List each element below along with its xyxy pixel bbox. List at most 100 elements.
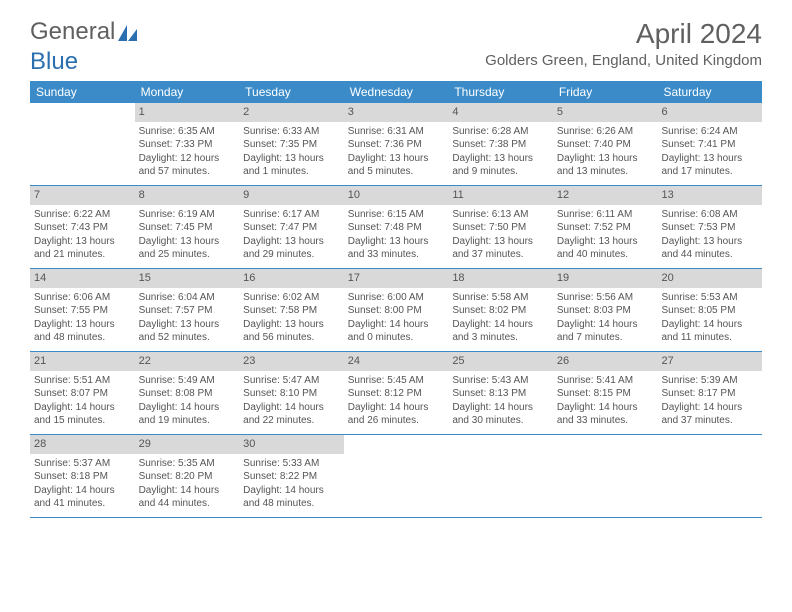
- day-cell: [657, 435, 762, 517]
- daylight-line: Daylight: 14 hours and 37 minutes.: [661, 401, 758, 428]
- day-cell: [30, 103, 135, 185]
- sunset-line: Sunset: 7:33 PM: [139, 138, 236, 152]
- daylight-line: Daylight: 13 hours and 17 minutes.: [661, 152, 758, 179]
- day-cell: 13Sunrise: 6:08 AMSunset: 7:53 PMDayligh…: [657, 186, 762, 268]
- day-header-fri: Friday: [553, 81, 658, 103]
- day-cell: 21Sunrise: 5:51 AMSunset: 8:07 PMDayligh…: [30, 352, 135, 434]
- day-number: 9: [239, 186, 344, 205]
- day-number: 20: [657, 269, 762, 288]
- sunset-line: Sunset: 7:41 PM: [661, 138, 758, 152]
- sunrise-line: Sunrise: 6:33 AM: [243, 125, 340, 139]
- day-cell: 5Sunrise: 6:26 AMSunset: 7:40 PMDaylight…: [553, 103, 658, 185]
- sunrise-line: Sunrise: 5:49 AM: [139, 374, 236, 388]
- day-number: 10: [344, 186, 449, 205]
- day-number: 8: [135, 186, 240, 205]
- day-cell: 6 Sunrise: 6:24 AMSunset: 7:41 PMDaylight…: [657, 103, 762, 185]
- sunset-line: Sunset: 7:57 PM: [139, 304, 236, 318]
- day-cell: 16Sunrise: 6:02 AMSunset: 7:58 PMDayligh…: [239, 269, 344, 351]
- day-cell: 29Sunrise: 5:35 AMSunset: 8:20 PMDayligh…: [135, 435, 240, 517]
- day-number: 12: [553, 186, 658, 205]
- day-cell: 17Sunrise: 6:00 AMSunset: 8:00 PMDayligh…: [344, 269, 449, 351]
- day-cell: 23Sunrise: 5:47 AMSunset: 8:10 PMDayligh…: [239, 352, 344, 434]
- day-number: 14: [30, 269, 135, 288]
- day-cell: [448, 435, 553, 517]
- daylight-line: Daylight: 14 hours and 26 minutes.: [348, 401, 445, 428]
- day-cell: 2Sunrise: 6:33 AMSunset: 7:35 PMDaylight…: [239, 103, 344, 185]
- daylight-line: Daylight: 14 hours and 0 minutes.: [348, 318, 445, 345]
- sunset-line: Sunset: 7:45 PM: [139, 221, 236, 235]
- header: General April 2024 Golders Green, Englan…: [0, 0, 792, 73]
- sunrise-line: Sunrise: 5:53 AM: [661, 291, 758, 305]
- day-cell: 11Sunrise: 6:13 AMSunset: 7:50 PMDayligh…: [448, 186, 553, 268]
- sunrise-line: Sunrise: 6:31 AM: [348, 125, 445, 139]
- day-header-sat: Saturday: [657, 81, 762, 103]
- sunset-line: Sunset: 8:22 PM: [243, 470, 340, 484]
- day-cell: 30Sunrise: 5:33 AMSunset: 8:22 PMDayligh…: [239, 435, 344, 517]
- day-cell: 28 Sunrise: 5:37 AMSunset: 8:18 PMDayligh…: [30, 435, 135, 517]
- day-number: 6: [657, 103, 762, 122]
- sunset-line: Sunset: 7:38 PM: [452, 138, 549, 152]
- daylight-line: Daylight: 13 hours and 1 minutes.: [243, 152, 340, 179]
- daylight-line: Daylight: 13 hours and 44 minutes.: [661, 235, 758, 262]
- sunrise-line: Sunrise: 6:24 AM: [661, 125, 758, 139]
- day-cell: 10Sunrise: 6:15 AMSunset: 7:48 PMDayligh…: [344, 186, 449, 268]
- day-header-thu: Thursday: [448, 81, 553, 103]
- day-number: 11: [448, 186, 553, 205]
- daylight-line: Daylight: 14 hours and 41 minutes.: [34, 484, 131, 511]
- daylight-line: Daylight: 13 hours and 52 minutes.: [139, 318, 236, 345]
- daylight-line: Daylight: 14 hours and 3 minutes.: [452, 318, 549, 345]
- daylight-line: Daylight: 14 hours and 15 minutes.: [34, 401, 131, 428]
- day-cell: 3Sunrise: 6:31 AMSunset: 7:36 PMDaylight…: [344, 103, 449, 185]
- logo-text-2: Blue: [30, 48, 78, 76]
- sunrise-line: Sunrise: 5:35 AM: [139, 457, 236, 471]
- day-cell: [344, 435, 449, 517]
- logo-icon: [117, 21, 139, 43]
- title-block: April 2024 Golders Green, England, Unite…: [485, 18, 762, 69]
- sunset-line: Sunset: 8:18 PM: [34, 470, 131, 484]
- sunset-line: Sunset: 8:02 PM: [452, 304, 549, 318]
- day-cell: 1Sunrise: 6:35 AMSunset: 7:33 PMDaylight…: [135, 103, 240, 185]
- daylight-line: Daylight: 14 hours and 33 minutes.: [557, 401, 654, 428]
- sunrise-line: Sunrise: 6:04 AM: [139, 291, 236, 305]
- daylight-line: Daylight: 14 hours and 22 minutes.: [243, 401, 340, 428]
- day-number: 16: [239, 269, 344, 288]
- sunset-line: Sunset: 7:58 PM: [243, 304, 340, 318]
- sunrise-line: Sunrise: 6:00 AM: [348, 291, 445, 305]
- sunset-line: Sunset: 8:15 PM: [557, 387, 654, 401]
- weeks-container: 1Sunrise: 6:35 AMSunset: 7:33 PMDaylight…: [30, 103, 762, 518]
- daylight-line: Daylight: 13 hours and 56 minutes.: [243, 318, 340, 345]
- sunset-line: Sunset: 7:53 PM: [661, 221, 758, 235]
- sunrise-line: Sunrise: 6:35 AM: [139, 125, 236, 139]
- day-cell: 7Sunrise: 6:22 AMSunset: 7:43 PMDaylight…: [30, 186, 135, 268]
- day-number: 28: [30, 435, 135, 454]
- sunrise-line: Sunrise: 5:39 AM: [661, 374, 758, 388]
- sunrise-line: Sunrise: 5:33 AM: [243, 457, 340, 471]
- daylight-line: Daylight: 14 hours and 19 minutes.: [139, 401, 236, 428]
- day-header-mon: Monday: [135, 81, 240, 103]
- day-number: 15: [135, 269, 240, 288]
- sunset-line: Sunset: 8:08 PM: [139, 387, 236, 401]
- week-row: 7Sunrise: 6:22 AMSunset: 7:43 PMDaylight…: [30, 186, 762, 269]
- sunrise-line: Sunrise: 5:37 AM: [34, 457, 131, 471]
- daylight-line: Daylight: 13 hours and 48 minutes.: [34, 318, 131, 345]
- calendar: Sunday Monday Tuesday Wednesday Thursday…: [30, 81, 762, 518]
- day-header-row: Sunday Monday Tuesday Wednesday Thursday…: [30, 81, 762, 103]
- day-number: 24: [344, 352, 449, 371]
- day-number: 7: [30, 186, 135, 205]
- daylight-line: Daylight: 14 hours and 11 minutes.: [661, 318, 758, 345]
- day-cell: 9Sunrise: 6:17 AMSunset: 7:47 PMDaylight…: [239, 186, 344, 268]
- daylight-line: Daylight: 14 hours and 30 minutes.: [452, 401, 549, 428]
- day-cell: [553, 435, 658, 517]
- daylight-line: Daylight: 14 hours and 48 minutes.: [243, 484, 340, 511]
- day-cell: 14Sunrise: 6:06 AMSunset: 7:55 PMDayligh…: [30, 269, 135, 351]
- day-cell: 4Sunrise: 6:28 AMSunset: 7:38 PMDaylight…: [448, 103, 553, 185]
- week-row: 1Sunrise: 6:35 AMSunset: 7:33 PMDaylight…: [30, 103, 762, 186]
- day-header-wed: Wednesday: [344, 81, 449, 103]
- day-number: 19: [553, 269, 658, 288]
- day-number: 26: [553, 352, 658, 371]
- week-row: 14Sunrise: 6:06 AMSunset: 7:55 PMDayligh…: [30, 269, 762, 352]
- sunrise-line: Sunrise: 6:08 AM: [661, 208, 758, 222]
- month-title: April 2024: [485, 18, 762, 50]
- sunset-line: Sunset: 7:40 PM: [557, 138, 654, 152]
- sunset-line: Sunset: 7:35 PM: [243, 138, 340, 152]
